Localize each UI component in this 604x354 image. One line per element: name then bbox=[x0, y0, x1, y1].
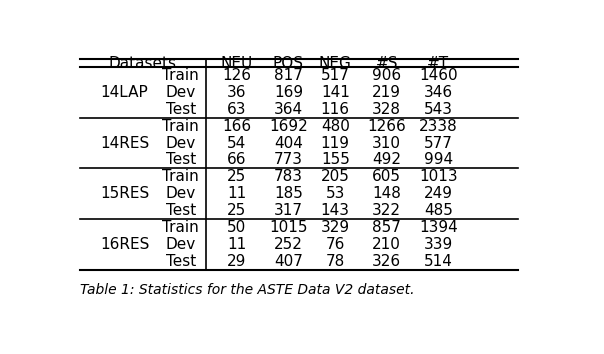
Text: 143: 143 bbox=[321, 203, 350, 218]
Text: 185: 185 bbox=[274, 186, 303, 201]
Text: 210: 210 bbox=[372, 237, 401, 252]
Text: Dev: Dev bbox=[165, 237, 196, 252]
Text: 1692: 1692 bbox=[269, 119, 308, 134]
Text: 53: 53 bbox=[326, 186, 345, 201]
Text: Table 1: Statistics for the ASTE Data V2 dataset.: Table 1: Statistics for the ASTE Data V2… bbox=[80, 284, 415, 297]
Text: 126: 126 bbox=[222, 68, 251, 83]
Text: 1266: 1266 bbox=[367, 119, 406, 134]
Text: 317: 317 bbox=[274, 203, 303, 218]
Text: 543: 543 bbox=[424, 102, 453, 117]
Text: 1013: 1013 bbox=[419, 169, 458, 184]
Text: 63: 63 bbox=[227, 102, 247, 117]
Text: 78: 78 bbox=[326, 254, 345, 269]
Text: 322: 322 bbox=[372, 203, 401, 218]
Text: 16RES: 16RES bbox=[100, 237, 149, 252]
Text: 605: 605 bbox=[372, 169, 401, 184]
Text: #S: #S bbox=[376, 56, 398, 71]
Text: 485: 485 bbox=[424, 203, 453, 218]
Text: 994: 994 bbox=[424, 153, 453, 167]
Text: 205: 205 bbox=[321, 169, 350, 184]
Text: 310: 310 bbox=[372, 136, 401, 150]
Text: 25: 25 bbox=[227, 203, 246, 218]
Text: 817: 817 bbox=[274, 68, 303, 83]
Text: 169: 169 bbox=[274, 85, 303, 100]
Text: 906: 906 bbox=[372, 68, 401, 83]
Text: 14LAP: 14LAP bbox=[101, 85, 149, 100]
Text: Test: Test bbox=[165, 153, 196, 167]
Text: 166: 166 bbox=[222, 119, 251, 134]
Text: 346: 346 bbox=[424, 85, 453, 100]
Text: NEU: NEU bbox=[221, 56, 253, 71]
Text: 1015: 1015 bbox=[269, 220, 307, 235]
Text: 11: 11 bbox=[227, 237, 246, 252]
Text: Train: Train bbox=[162, 68, 199, 83]
Text: 577: 577 bbox=[424, 136, 453, 150]
Text: Test: Test bbox=[165, 102, 196, 117]
Text: Test: Test bbox=[165, 203, 196, 218]
Text: #T: #T bbox=[427, 56, 449, 71]
Text: 328: 328 bbox=[372, 102, 401, 117]
Text: 141: 141 bbox=[321, 85, 350, 100]
Text: 15RES: 15RES bbox=[100, 186, 149, 201]
Text: 480: 480 bbox=[321, 119, 350, 134]
Text: Train: Train bbox=[162, 169, 199, 184]
Text: Test: Test bbox=[165, 254, 196, 269]
Text: Train: Train bbox=[162, 119, 199, 134]
Text: Train: Train bbox=[162, 220, 199, 235]
Text: 1394: 1394 bbox=[419, 220, 458, 235]
Text: 326: 326 bbox=[372, 254, 401, 269]
Text: 2338: 2338 bbox=[419, 119, 458, 134]
Text: 119: 119 bbox=[321, 136, 350, 150]
Text: 66: 66 bbox=[227, 153, 247, 167]
Text: 252: 252 bbox=[274, 237, 303, 252]
Text: 773: 773 bbox=[274, 153, 303, 167]
Text: 857: 857 bbox=[372, 220, 401, 235]
Text: POS: POS bbox=[273, 56, 304, 71]
Text: 514: 514 bbox=[424, 254, 453, 269]
Text: Dev: Dev bbox=[165, 186, 196, 201]
Text: NEG: NEG bbox=[319, 56, 352, 71]
Text: 76: 76 bbox=[326, 237, 345, 252]
Text: 14RES: 14RES bbox=[100, 136, 149, 150]
Text: 25: 25 bbox=[227, 169, 246, 184]
Text: 492: 492 bbox=[372, 153, 401, 167]
Text: 1460: 1460 bbox=[419, 68, 458, 83]
Text: 329: 329 bbox=[321, 220, 350, 235]
Text: 11: 11 bbox=[227, 186, 246, 201]
Text: Dev: Dev bbox=[165, 136, 196, 150]
Text: 116: 116 bbox=[321, 102, 350, 117]
Text: 219: 219 bbox=[372, 85, 401, 100]
Text: 155: 155 bbox=[321, 153, 350, 167]
Text: 249: 249 bbox=[424, 186, 453, 201]
Text: Dev: Dev bbox=[165, 85, 196, 100]
Text: 517: 517 bbox=[321, 68, 350, 83]
Text: 29: 29 bbox=[227, 254, 246, 269]
Text: 404: 404 bbox=[274, 136, 303, 150]
Text: 364: 364 bbox=[274, 102, 303, 117]
Text: 148: 148 bbox=[372, 186, 401, 201]
Text: 407: 407 bbox=[274, 254, 303, 269]
Text: 54: 54 bbox=[227, 136, 246, 150]
Text: 783: 783 bbox=[274, 169, 303, 184]
Text: 339: 339 bbox=[423, 237, 453, 252]
Text: 36: 36 bbox=[227, 85, 247, 100]
Text: 50: 50 bbox=[227, 220, 246, 235]
Text: Datasets: Datasets bbox=[109, 56, 177, 71]
